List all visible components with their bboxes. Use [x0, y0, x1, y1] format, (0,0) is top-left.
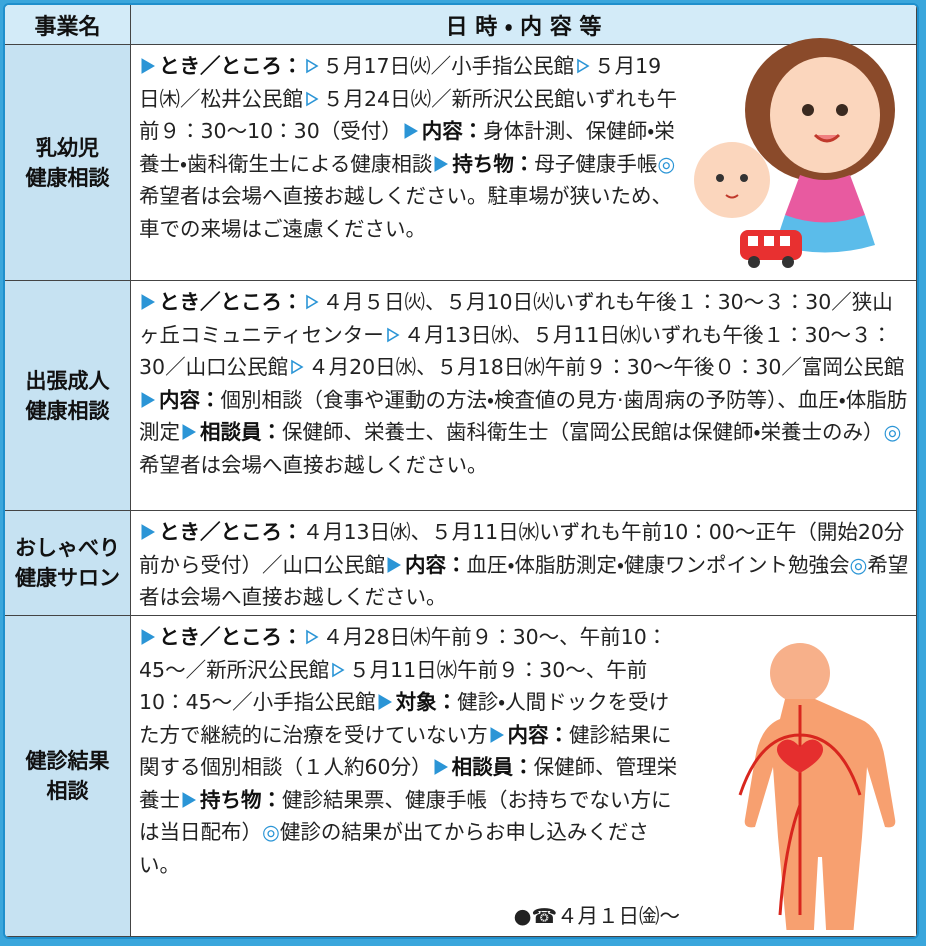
- item-label: 内容：: [507, 722, 570, 747]
- place-arrow: [291, 359, 304, 375]
- body-text: 希望者は会場へ直接お越しください。駐車場が狭いため、車での来場はご遠慮ください。: [139, 184, 672, 241]
- label-arrow: [434, 759, 448, 775]
- body-text: 健診結果票、健康手帳（お持ちでない方には当日配布）: [139, 787, 672, 845]
- row-name: おしゃべり健康サロン: [5, 511, 131, 616]
- body-text: 母子健康手帳: [534, 151, 658, 176]
- item-label: とき／ところ：: [159, 625, 303, 649]
- label-arrow: [434, 155, 449, 172]
- mother-baby-illustration: [694, 38, 895, 268]
- item-label: とき／ところ：: [159, 520, 303, 544]
- place-text: ４月５日㈫、５月10日㈫いずれも午後１：30～３：30／狭山ヶ丘コミュニティセン…: [139, 290, 893, 347]
- row-content: とき／ところ： ４月５日㈫、５月10日㈫いずれも午後１：30～３：30／狭山ヶ丘コ…: [131, 281, 917, 511]
- body-illustration: [738, 643, 896, 930]
- row-name-line: 相談: [46, 779, 89, 803]
- place-arrow: [332, 662, 345, 677]
- label-arrow: [141, 294, 155, 310]
- body-text: 健診結果に関する個別相談（１人約60分）: [139, 722, 672, 780]
- place-arrow: [305, 294, 319, 310]
- row-name-line: おしゃべり: [15, 536, 120, 560]
- label-arrow: [141, 391, 155, 408]
- place-arrow: [305, 629, 319, 645]
- label-arrow: [141, 524, 155, 540]
- row-name: 乳幼児 健康相談: [5, 45, 131, 281]
- body-text: 身体計測、保健師・栄養士・歯科衛生士による健康相談: [139, 119, 675, 176]
- label-arrow: [141, 58, 155, 74]
- place-text: ４月13日㈬、５月11日㈬いずれも午後１：30～３：30／山口公民館: [139, 322, 893, 380]
- row-name-line: 乳幼児: [36, 135, 99, 160]
- body-text: 個別相談（食事や運動の方法・検査値の見方·歯周病の予防等）、血圧・体脂肪測定: [139, 387, 908, 445]
- row-name-line: 健診結果: [25, 749, 110, 773]
- row-name-line: 健康サロン: [15, 566, 120, 590]
- place-text: ４月20日㈬、５月18日㈬午前９：30～午後０：30／富岡公民館: [308, 355, 905, 379]
- label-arrow: [490, 726, 504, 743]
- note-mark: ◎: [883, 420, 902, 444]
- body-text: 希望者は会場へ直接お越しください。: [139, 552, 909, 610]
- item-label: 相談員：: [451, 755, 534, 779]
- item-label: 内容：: [159, 387, 221, 412]
- row-name-line: 出張成人: [25, 368, 110, 393]
- note-mark: ◎: [657, 151, 676, 176]
- place-arrow: [306, 91, 319, 106]
- item-label: 内容：: [421, 119, 484, 143]
- row-name-line: 健康相談: [25, 398, 110, 423]
- header-cell: 事業名: [5, 5, 131, 45]
- item-label: 持ち物：: [452, 151, 535, 176]
- note-mark: ◎: [262, 820, 280, 844]
- label-arrow: [387, 556, 401, 573]
- item-label: とき／ところ：: [159, 54, 303, 78]
- row-name: 出張成人 健康相談: [5, 281, 131, 511]
- row-content: とき／ところ： ５月17日㈫／小手指公民館 ５月19日㈭／松井公民館 ５月24日㈫／新…: [131, 45, 917, 281]
- body-text: 健診の結果が出てからお申し込みください。: [139, 820, 649, 877]
- label-arrow: [404, 123, 418, 139]
- place-text: ５月19日㈭／松井公民館: [139, 54, 662, 111]
- footer-note: ●☎４月１日㈮～: [513, 903, 680, 928]
- label-arrow: [182, 424, 196, 440]
- item-label: とき／ところ：: [159, 290, 303, 314]
- body-text: 希望者は会場へ直接お越しください。: [139, 452, 488, 477]
- place-text: ４月28日㈭午前９：30～、午前10：45～／新所沢公民館: [139, 625, 668, 682]
- body-text: 健診・人間ドックを受けた方で継続的に治療を受けていない方: [139, 690, 670, 747]
- item-label: 相談員：: [200, 420, 282, 444]
- item-label: 持ち物：: [200, 787, 282, 812]
- row-content: とき／ところ： ４月28日㈭午前９：30～、午前10：45～／新所沢公民館 ５月11…: [131, 616, 917, 937]
- label-arrow: [378, 694, 392, 710]
- label-arrow: [141, 629, 155, 645]
- item-label: 内容：: [405, 552, 467, 577]
- header-cell: 日 時 ・ 内 容 等: [131, 5, 917, 45]
- label-arrow: [182, 791, 196, 808]
- place-arrow: [577, 58, 590, 74]
- row-content: とき／ところ：４月13日㈬、５月11日㈬いずれも午前10：00～正午（開始20分…: [131, 511, 917, 616]
- body-text: 保健師、栄養士、歯科衛生士（富岡公民館は保健師・栄養士のみ）: [282, 420, 884, 444]
- body-text: 血圧・体脂肪測定・健康ワンポイント勉強会: [466, 552, 850, 577]
- body-text: 保健師、管理栄養士: [139, 755, 678, 812]
- place-text: ５月24日㈫／新所沢公民館いずれも午前９：30～10：30（受付）: [139, 86, 678, 144]
- row-name: 健診結果 相談: [5, 616, 131, 937]
- place-arrow: [386, 327, 400, 342]
- place-text: ５月11日㈬午前９：30～、午前10：45～／小手指公民館: [139, 657, 648, 715]
- place-arrow: [305, 58, 319, 74]
- row-name-line: 健康相談: [25, 165, 110, 190]
- body-text: ４月13日㈬、５月11日㈬いずれも午前10：00～正午（開始20分前から受付）／…: [139, 520, 905, 577]
- note-mark: ◎: [849, 552, 868, 577]
- place-text: ５月17日㈫／小手指公民館: [322, 54, 575, 78]
- item-label: 対象：: [395, 690, 458, 714]
